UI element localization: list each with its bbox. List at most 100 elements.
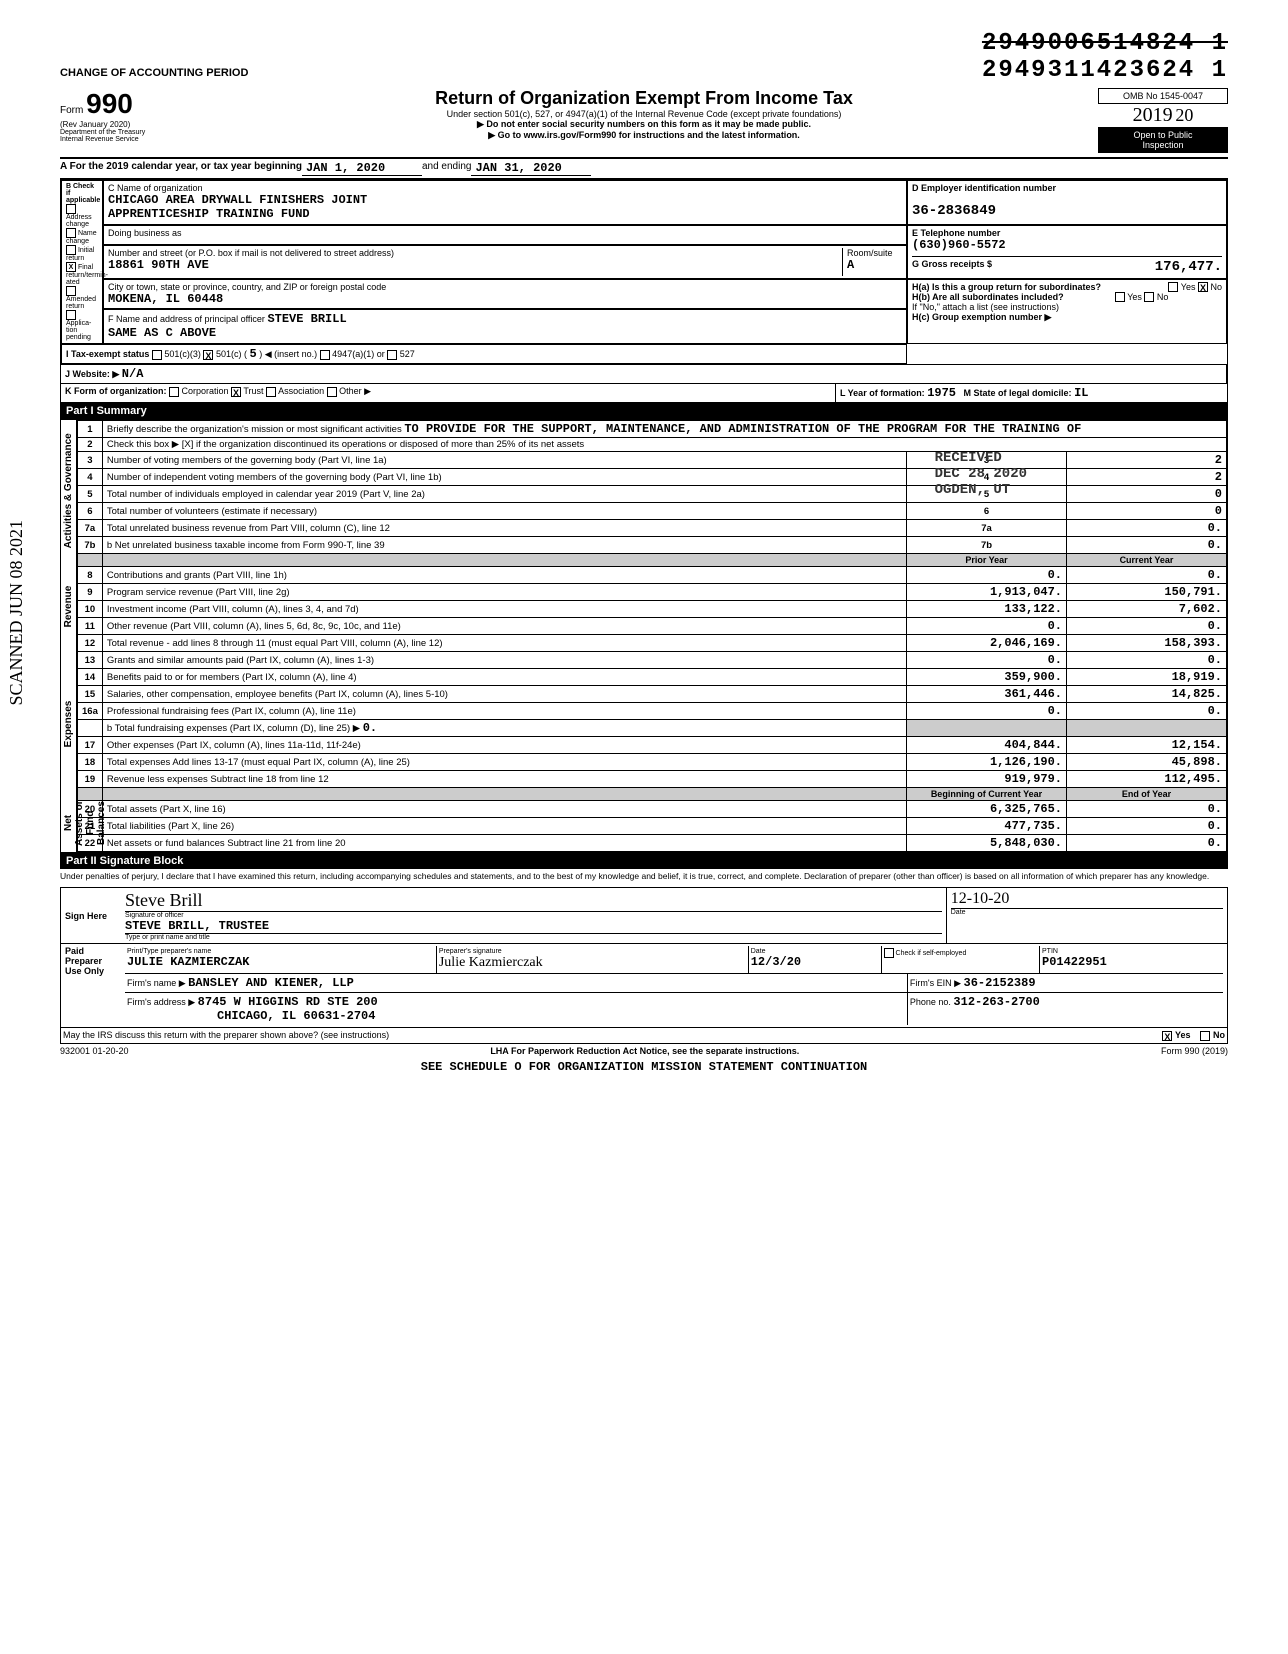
d-label: D Employer identification number	[912, 183, 1056, 193]
checkb-item: Applica-tion pending	[66, 310, 98, 341]
top-info-grid: B Check if applicable Address change Nam…	[60, 179, 1228, 365]
top-id-block: 2949006514824 1 CHANGE OF ACCOUNTING PER…	[60, 30, 1228, 84]
hb-yes-box[interactable]	[1115, 292, 1125, 302]
self-emp-box[interactable]	[884, 948, 894, 958]
room: A	[847, 258, 854, 272]
summary-row: 6Total number of volunteers (estimate if…	[78, 503, 1227, 520]
city-label: City or town, state or province, country…	[108, 282, 386, 292]
ha-label: H(a) Is this a group return for subordin…	[912, 282, 1101, 292]
vert-label: Revenue	[61, 561, 76, 652]
id-current: 2949311423624 1	[982, 57, 1228, 84]
omb: OMB No 1545-0047	[1098, 88, 1228, 104]
summary-row: 8Contributions and grants (Part VIII, li…	[78, 567, 1227, 584]
date-label: Date	[951, 909, 1223, 916]
room-label: Room/suite	[847, 248, 893, 258]
ha-yes: Yes	[1181, 282, 1196, 292]
firm-addr-label: Firm's address ▶	[127, 997, 195, 1007]
perjury-text: Under penalties of perjury, I declare th…	[60, 869, 1228, 883]
summary-row: 22Net assets or fund balances Subtract l…	[78, 835, 1227, 852]
ha-yes-box[interactable]	[1168, 282, 1178, 292]
form-label: Form	[60, 105, 83, 116]
k-label: K Form of organization:	[65, 386, 167, 396]
received-stamp: RECEIVED DEC 28 2020 OGDEN, UT	[935, 450, 1027, 498]
e-label: E Telephone number	[912, 228, 1000, 238]
summary-row: 20Total assets (Part X, line 16)6,325,76…	[78, 801, 1227, 818]
b-header: B Check if applicable	[66, 183, 100, 204]
f-officer-cell: F Name and address of principal officer …	[103, 309, 907, 344]
org-name-1: CHICAGO AREA DRYWALL FINISHERS JOINT	[108, 193, 367, 207]
summary-row: 9Program service revenue (Part VIII, lin…	[78, 584, 1227, 601]
opt-501c: 501(c) (	[216, 349, 247, 359]
firm-ein: 36-2152389	[964, 976, 1036, 990]
checkb-box[interactable]	[66, 245, 76, 255]
checkb-item: X Final return/termin-ated	[66, 262, 98, 286]
prep-sig-label: Preparer's signature	[439, 948, 746, 955]
4947-box[interactable]	[320, 350, 330, 360]
501c-box[interactable]: X	[203, 350, 213, 360]
firm-addr1: 8745 W HIGGINS RD STE 200	[198, 995, 378, 1009]
vert-label: Net Assets or Fund Balances	[61, 794, 76, 852]
prep-sig[interactable]: Julie Kazmierczak	[439, 955, 746, 971]
firm-name: BANSLEY AND KIENER, LLP	[188, 976, 354, 990]
paid-prep-label: Paid Preparer Use Only	[61, 944, 121, 1027]
f-label: F Name and address of principal officer	[108, 314, 265, 324]
prep-name-label: Print/Type preparer's name	[127, 948, 434, 955]
addr-label: Number and street (or P.O. box if mail i…	[108, 248, 394, 258]
501c3-box[interactable]	[152, 350, 162, 360]
check-b-column: B Check if applicable Address change Nam…	[61, 180, 103, 344]
phone: (630)960-5572	[912, 238, 1006, 252]
form-title: Return of Organization Exempt From Incom…	[198, 88, 1090, 109]
opt-527: 527	[400, 349, 415, 359]
period-label-end: and ending	[422, 161, 472, 176]
527-box[interactable]	[387, 350, 397, 360]
checkb-box[interactable]	[66, 204, 76, 214]
irs-no-box[interactable]	[1200, 1031, 1210, 1041]
dba-label: Doing business as	[108, 228, 182, 238]
hc-note: If "No," attach a list (see instructions…	[912, 302, 1059, 312]
m-val: IL	[1074, 386, 1088, 400]
opt-4947: 4947(a)(1) or	[332, 349, 385, 359]
summary-table: 1Briefly describe the organization's mis…	[77, 420, 1227, 852]
checkb-box[interactable]	[66, 310, 76, 320]
irs-yes-box[interactable]: X	[1162, 1031, 1172, 1041]
k-opt-box[interactable]: X	[231, 387, 241, 397]
f-addr: SAME AS C ABOVE	[108, 326, 216, 340]
checkb-box[interactable]: X	[66, 262, 76, 272]
summary-row: b Total fundraising expenses (Part IX, c…	[78, 720, 1227, 737]
checkb-item: Address change	[66, 204, 98, 228]
received-date: DEC 28 2020	[935, 466, 1027, 482]
summary-row: 15Salaries, other compensation, employee…	[78, 686, 1227, 703]
summary-row: 11Other revenue (Part VIII, column (A), …	[78, 618, 1227, 635]
ha-no-box[interactable]: X	[1198, 282, 1208, 292]
hc-label: H(c) Group exemption number ▶	[912, 312, 1051, 322]
period-begin: JAN 1, 2020	[302, 161, 422, 176]
summary-row: 2Check this box ▶ [X] if the organizatio…	[78, 438, 1227, 452]
k-opt-box[interactable]	[327, 387, 337, 397]
hb-label: H(b) Are all subordinates included?	[912, 292, 1064, 302]
checkb-box[interactable]	[66, 228, 76, 238]
year-hand: 20	[1175, 105, 1193, 125]
change-note: CHANGE OF ACCOUNTING PERIOD	[60, 67, 248, 79]
checkb-box[interactable]	[66, 286, 76, 296]
period-end: JAN 31, 2020	[471, 161, 591, 176]
firm-label: Firm's name ▶	[127, 978, 186, 988]
firm-ein-label: Firm's EIN ▶	[910, 978, 961, 988]
summary-row: 7bb Net unrelated business taxable incom…	[78, 537, 1227, 554]
summary-row: 21Total liabilities (Part X, line 26)477…	[78, 818, 1227, 835]
sub2: ▶ Do not enter social security numbers o…	[198, 119, 1090, 130]
sub1: Under section 501(c), 527, or 4947(a)(1)…	[198, 109, 1090, 119]
opt-501c3: 501(c)(3)	[164, 349, 201, 359]
firm-addr2: CHICAGO, IL 60631-2704	[217, 1009, 375, 1023]
summary-row: 7aTotal unrelated business revenue from …	[78, 520, 1227, 537]
hb-no-box[interactable]	[1144, 292, 1154, 302]
prep-date-label: Date	[751, 948, 879, 955]
irs-no: No	[1213, 1030, 1225, 1040]
k-opt-box[interactable]	[169, 387, 179, 397]
vert-label: Expenses	[61, 653, 76, 794]
part1-heading: Part I Summary	[60, 403, 1228, 419]
k-opt-box[interactable]	[266, 387, 276, 397]
officer-signature[interactable]: Steve Brill	[125, 890, 942, 912]
irs-yes: Yes	[1175, 1030, 1191, 1040]
officer-name: STEVE BRILL, TRUSTEE	[125, 919, 942, 934]
summary-row: 14Benefits paid to or for members (Part …	[78, 669, 1227, 686]
